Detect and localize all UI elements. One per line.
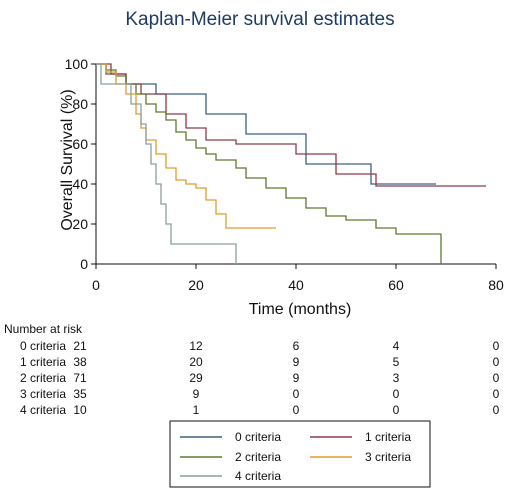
risk-value: 9 bbox=[293, 371, 300, 385]
survival-curve-3 bbox=[96, 63, 276, 229]
risk-row-label: 4 criteria bbox=[20, 403, 66, 417]
survival-curve-2 bbox=[96, 63, 442, 264]
risk-value: 0 bbox=[393, 403, 400, 417]
risk-value: 1 bbox=[193, 403, 200, 417]
risk-value: 12 bbox=[189, 339, 203, 353]
legend-label-0: 0 criteria bbox=[235, 430, 281, 444]
risk-value: 5 bbox=[393, 355, 400, 369]
plot-area: 0 20 40 60 80 100 0 20 40 60 80 bbox=[65, 56, 504, 293]
risk-value: 0 bbox=[493, 355, 500, 369]
legend-items: 0 criteria 1 criteria 2 criteria 3 criteria… bbox=[180, 430, 411, 483]
risk-value: 29 bbox=[189, 371, 203, 385]
risk-value: 0 bbox=[293, 387, 300, 401]
series-lines bbox=[96, 63, 486, 264]
risk-value: 0 bbox=[393, 387, 400, 401]
y-tick-label: 20 bbox=[72, 216, 88, 232]
x-tick-label: 80 bbox=[488, 277, 504, 293]
y-tick-label: 40 bbox=[72, 176, 88, 192]
risk-value: 0 bbox=[493, 339, 500, 353]
x-axis-label: Time (months) bbox=[249, 301, 352, 318]
y-tick-label: 60 bbox=[72, 136, 88, 152]
y-tick-label: 0 bbox=[80, 256, 88, 272]
risk-table: Number at risk 0 criteria 21 12 6 4 0 1 criter… bbox=[4, 322, 500, 417]
risk-value: 10 bbox=[73, 403, 87, 417]
y-ticks: 0 20 40 60 80 100 bbox=[65, 56, 96, 272]
risk-value: 35 bbox=[73, 387, 87, 401]
x-tick-label: 20 bbox=[188, 277, 204, 293]
y-axis-label: Overall Survival (%) bbox=[59, 89, 76, 230]
x-tick-label: 0 bbox=[92, 277, 100, 293]
x-tick-label: 40 bbox=[288, 277, 304, 293]
legend-label-4: 4 criteria bbox=[235, 469, 281, 483]
legend-label-1: 1 criteria bbox=[365, 430, 411, 444]
legend-label-2: 2 criteria bbox=[235, 450, 281, 464]
risk-row-label: 1 criteria bbox=[20, 355, 66, 369]
risk-row-label: 0 criteria bbox=[20, 339, 66, 353]
legend: 0 criteria 1 criteria 2 criteria 3 criteria… bbox=[169, 420, 431, 488]
risk-rows: 0 criteria 21 12 6 4 0 1 criteria 38 20 9 5 0 2 crit… bbox=[20, 339, 500, 417]
risk-value: 9 bbox=[293, 355, 300, 369]
chart-title: Kaplan-Meier survival estimates bbox=[125, 9, 394, 30]
survival-curve-1 bbox=[96, 63, 486, 187]
risk-value: 9 bbox=[193, 387, 200, 401]
risk-value: 0 bbox=[493, 403, 500, 417]
risk-row-label: 3 criteria bbox=[20, 387, 66, 401]
risk-value: 3 bbox=[393, 371, 400, 385]
risk-value: 38 bbox=[73, 355, 87, 369]
risk-row-label: 2 criteria bbox=[20, 371, 66, 385]
x-tick-label: 60 bbox=[388, 277, 404, 293]
y-tick-label: 100 bbox=[65, 56, 89, 72]
risk-value: 71 bbox=[73, 371, 87, 385]
survival-curve-4 bbox=[96, 63, 237, 264]
risk-value: 0 bbox=[293, 403, 300, 417]
y-tick-label: 80 bbox=[72, 96, 88, 112]
risk-value: 0 bbox=[493, 371, 500, 385]
risk-value: 4 bbox=[393, 339, 400, 353]
risk-value: 6 bbox=[293, 339, 300, 353]
legend-label-3: 3 criteria bbox=[365, 450, 411, 464]
risk-value: 0 bbox=[493, 387, 500, 401]
risk-table-header: Number at risk bbox=[4, 322, 83, 336]
x-ticks: 0 20 40 60 80 bbox=[92, 264, 504, 293]
survival-curve-0 bbox=[96, 63, 436, 185]
risk-value: 20 bbox=[189, 355, 203, 369]
risk-value: 21 bbox=[73, 339, 87, 353]
